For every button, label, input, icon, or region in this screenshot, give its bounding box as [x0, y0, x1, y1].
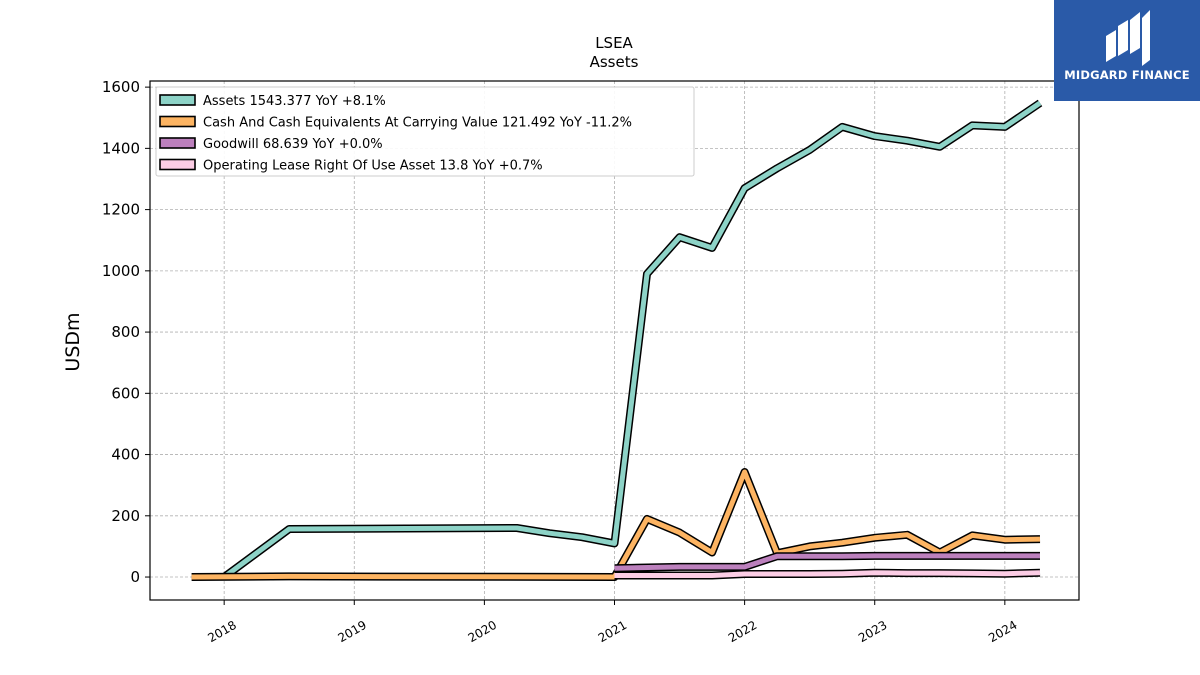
- y-axis-label: USDm: [62, 312, 84, 371]
- y-tick-label: 1000: [102, 262, 140, 280]
- y-tick-label: 800: [111, 323, 140, 341]
- y-tick-label: 1600: [102, 78, 140, 96]
- legend-entry-2: Goodwill 68.639 YoY +0.0%: [203, 137, 383, 152]
- x-tick-label: 2020: [466, 618, 499, 645]
- legend-entry-3: Operating Lease Right Of Use Asset 13.8 …: [203, 159, 543, 174]
- y-tick-label: 1400: [102, 139, 140, 157]
- y-tick-label: 400: [111, 446, 140, 464]
- legend-swatch-0: [159, 94, 196, 106]
- legend-swatch-1: [159, 115, 196, 128]
- legend-swatch-3: [159, 158, 196, 171]
- legend-entry-1: Cash And Cash Equivalents At Carrying Va…: [203, 116, 632, 131]
- x-tick-label: 2024: [986, 618, 1019, 645]
- y-axis: 0 200 400 600 800 1000 1200 1400 1600: [102, 78, 150, 586]
- x-tick-label: 2018: [205, 618, 238, 645]
- y-tick-label: 0: [130, 568, 140, 586]
- legend: Assets 1543.377 YoY +8.1% Cash And Cash E…: [155, 86, 695, 177]
- legend-entry-0: Assets 1543.377 YoY +8.1%: [203, 94, 386, 109]
- series-line-0: [222, 100, 1042, 580]
- x-axis: 2018 2019 2020 2021 2022 2023 2024: [205, 600, 1020, 645]
- chart-title: LSEA: [595, 34, 633, 52]
- midgard-logo-icon: [1106, 10, 1150, 66]
- x-tick-label: 2022: [726, 618, 759, 645]
- x-tick-label: 2023: [856, 618, 889, 645]
- series-layer: [191, 99, 1043, 581]
- y-tick-label: 1200: [102, 201, 140, 219]
- series-line-1: [191, 469, 1041, 580]
- legend-box: [155, 86, 695, 177]
- series-line-2: [614, 553, 1040, 571]
- logo-text: MIDGARD FINANCE: [1064, 68, 1190, 82]
- y-tick-label: 600: [111, 384, 140, 402]
- brand-logo: MIDGARD FINANCE: [1054, 0, 1200, 101]
- x-tick-label: 2021: [596, 618, 629, 645]
- legend-swatch-2: [159, 137, 196, 149]
- y-tick-label: 200: [111, 507, 140, 525]
- chart-subtitle: Assets: [590, 53, 639, 71]
- x-tick-label: 2019: [336, 618, 369, 645]
- series-line-3: [614, 570, 1041, 578]
